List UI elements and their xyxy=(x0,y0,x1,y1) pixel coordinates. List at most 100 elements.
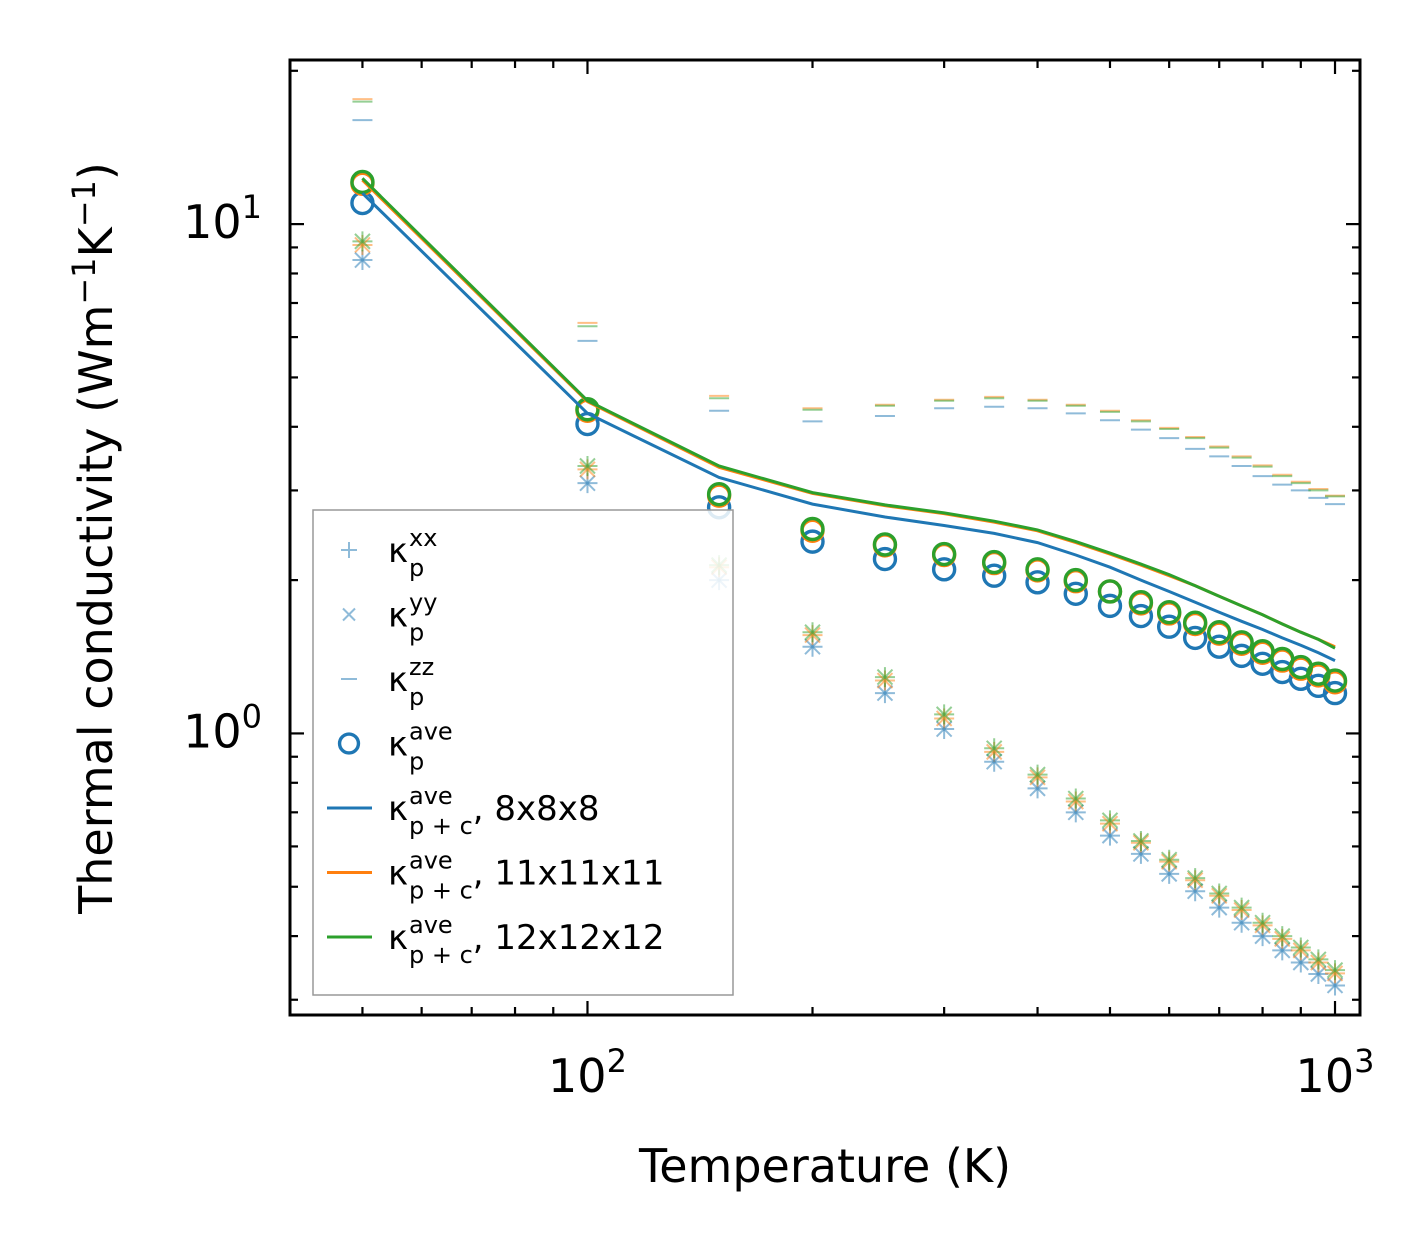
point-kp_yy-mesh1-550K-shape xyxy=(1132,834,1150,851)
point-kp_yy-mesh2-500K xyxy=(1101,812,1119,829)
point-kp_yy-mesh1-750K xyxy=(1233,901,1250,919)
point-kp_ave-mesh0-200K-shape xyxy=(800,529,825,554)
x-tick-label-100: 102 xyxy=(548,1042,627,1103)
point-kp_ave-mesh2-650K xyxy=(1182,610,1208,635)
y-tick-label-1: 100 xyxy=(183,697,262,758)
point-kp_yy-mesh1-550K xyxy=(1132,834,1150,851)
point-kp_ave-mesh0-550K-shape xyxy=(1128,603,1154,629)
point-kp_ave-mesh2-450K-shape xyxy=(1063,567,1088,593)
point-kp_ave-mesh0-450K-shape xyxy=(1063,581,1088,606)
series-kpc_ave_12x12x12 xyxy=(361,177,1336,650)
point-kp_yy-mesh0-750K-shape xyxy=(1233,914,1250,931)
point-kp_yy-mesh0-750K xyxy=(1233,914,1250,931)
legend-label: κave p + c, 11x11x11 xyxy=(388,847,664,905)
point-kp_yy-mesh1-50K xyxy=(354,236,371,254)
legend-subscript: p xyxy=(409,554,424,582)
point-kp_ave-mesh2-1000K xyxy=(1322,668,1348,693)
y-tick-label-base: 10 xyxy=(183,195,242,249)
legend-marker-circle xyxy=(337,732,361,755)
legend-box xyxy=(312,509,734,996)
point-kp_yy-mesh1-450K-shape xyxy=(1067,793,1084,810)
point-kp_ave-mesh0-300K-shape xyxy=(931,557,957,582)
point-kp_yy-mesh1-800K-shape xyxy=(1254,917,1271,934)
point-kp_yy-mesh0-500K-shape xyxy=(1101,827,1119,844)
point-kp_ave-mesh2-400K-shape xyxy=(1025,557,1050,582)
point-kp_ave-mesh2-300K-shape xyxy=(931,541,957,567)
point-kp_yy-mesh1-500K-shape xyxy=(1101,815,1119,832)
x-tick-label-exp: 2 xyxy=(607,1042,627,1080)
point-kp_yy-mesh1-200K xyxy=(804,626,821,644)
y-tick-label-exp: 0 xyxy=(242,697,262,735)
point-kp_yy-mesh2-50K xyxy=(354,233,371,250)
point-kp_yy-mesh2-750K-shape xyxy=(1233,899,1250,916)
plot-frame xyxy=(288,58,1362,1017)
series-line-kpc_ave_8x8x8 xyxy=(361,192,1336,662)
ticks xyxy=(288,60,1360,1015)
point-kp_yy-mesh0-600K-shape xyxy=(1160,865,1178,883)
legend-entry-5: κave p + c, 8x8x8 xyxy=(327,782,600,840)
series-line-kpc_ave_12x12x12 xyxy=(361,177,1336,650)
point-kp_yy-mesh0-250K xyxy=(876,684,894,702)
point-kp_ave-mesh0-300K xyxy=(931,557,957,582)
point-kp_yy-mesh1-950K-shape xyxy=(1310,954,1327,971)
point-kp_yy-mesh2-500K-shape xyxy=(1101,812,1119,829)
legend-label: κave p + c, 12x12x12 xyxy=(388,911,664,969)
point-kp_yy-mesh1-450K xyxy=(1067,793,1084,810)
point-kp_yy-mesh1-300K-shape xyxy=(935,710,953,727)
legend-subscript: p xyxy=(409,748,424,776)
point-kp_ave-mesh0-350K-shape xyxy=(981,563,1007,588)
point-kp_ave-mesh0-500K-shape xyxy=(1097,593,1123,619)
point-kp_yy-mesh1-50K-shape xyxy=(354,236,371,254)
legend-marker-cross-shape xyxy=(342,607,356,622)
series-kp_yy xyxy=(354,233,1344,994)
point-kp_yy-mesh0-600K xyxy=(1160,865,1178,883)
legend-subscript: p + c xyxy=(409,941,473,969)
legend-superscript: ave xyxy=(409,847,453,875)
point-kp_yy-mesh2-550K-shape xyxy=(1132,832,1150,850)
point-kp_ave-mesh0-650K-shape xyxy=(1182,625,1208,651)
point-kp_ave-mesh2-1000K-shape xyxy=(1322,668,1348,693)
legend-superscript: zz xyxy=(409,653,434,681)
point-kp_ave-mesh2-600K-shape xyxy=(1156,599,1182,625)
point-kp_ave-mesh2-700K-shape xyxy=(1207,620,1232,645)
x-tick-label-base: 10 xyxy=(548,1049,607,1103)
point-kp_ave-mesh0-700K-shape xyxy=(1207,634,1232,659)
point-kp_ave-mesh0-250K-shape xyxy=(872,546,898,572)
point-kp_yy-mesh2-850K xyxy=(1274,927,1291,945)
point-kp_yy-mesh1-200K-shape xyxy=(804,626,821,644)
series-kp_ave xyxy=(350,169,1348,706)
point-kp_yy-mesh1-100K-shape xyxy=(579,461,596,478)
point-kp_ave-mesh0-1000K xyxy=(1322,680,1348,706)
point-kp_ave-mesh2-600K xyxy=(1156,599,1182,625)
point-kp_ave-mesh2-700K xyxy=(1207,620,1232,645)
point-kp_yy-mesh1-900K xyxy=(1292,942,1310,959)
point-kp_ave-mesh0-250K xyxy=(872,546,898,572)
point-kp_yy-mesh2-200K-shape xyxy=(804,624,821,641)
legend-symbol: κ xyxy=(388,660,408,700)
point-kp_yy-mesh1-350K xyxy=(985,743,1003,761)
point-kp_ave-mesh2-750K-shape xyxy=(1229,630,1254,655)
plot-marks xyxy=(350,98,1348,996)
point-kp_yy-mesh2-950K xyxy=(1310,951,1327,968)
x-tick-label-1000: 103 xyxy=(1296,1042,1375,1103)
y-tick-label-base: 10 xyxy=(183,704,242,758)
legend-entry-3: κzz p xyxy=(341,653,434,711)
legend-suffix: , 12x12x12 xyxy=(473,918,665,958)
legend-entry-1: κxx p xyxy=(341,524,437,582)
point-kp_ave-mesh2-150K xyxy=(706,481,732,507)
point-kp_yy-mesh1-900K-shape xyxy=(1292,942,1310,959)
point-kp_yy-mesh2-600K-shape xyxy=(1160,851,1178,868)
legend-marker-circle-shape xyxy=(337,732,361,755)
point-kp_ave-mesh0-400K-shape xyxy=(1025,570,1050,595)
x-tick-label-exp: 3 xyxy=(1354,1042,1374,1080)
point-kp_yy-mesh1-250K-shape xyxy=(876,672,894,689)
point-kp_yy-mesh2-350K xyxy=(985,740,1003,757)
point-kp_ave-mesh2-250K xyxy=(872,532,898,557)
point-kp_yy-mesh2-750K xyxy=(1233,899,1250,916)
point-kp_ave-mesh2-250K-shape xyxy=(872,532,898,557)
point-kp_ave-mesh2-50K-shape xyxy=(350,169,375,195)
point-kp_yy-mesh2-50K-shape xyxy=(354,233,371,250)
legend-symbol: κ xyxy=(388,725,408,765)
y-axis-label-base: Thermal conductivity (Wm xyxy=(69,305,123,915)
